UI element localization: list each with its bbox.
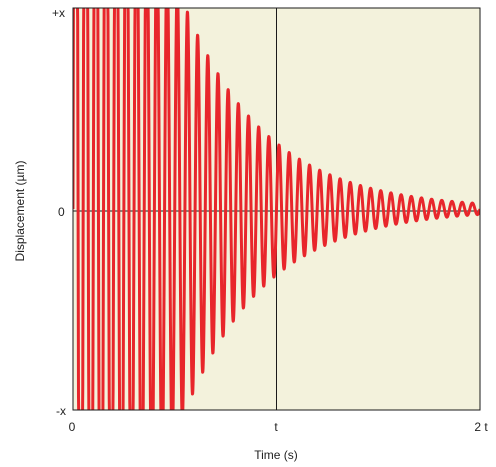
y-axis-label: Displacement (µm) xyxy=(13,161,27,262)
x-tick-label-0: 0 xyxy=(69,420,76,434)
x-tick-label-2t: 2 t xyxy=(474,420,488,434)
y-tick-label-top: +x xyxy=(52,6,65,20)
y-tick-label-zero: 0 xyxy=(58,205,65,219)
x-tick-label-t: t xyxy=(274,420,278,434)
y-tick-label-bottom: -x xyxy=(56,404,66,418)
x-axis-label: Time (s) xyxy=(254,448,298,462)
